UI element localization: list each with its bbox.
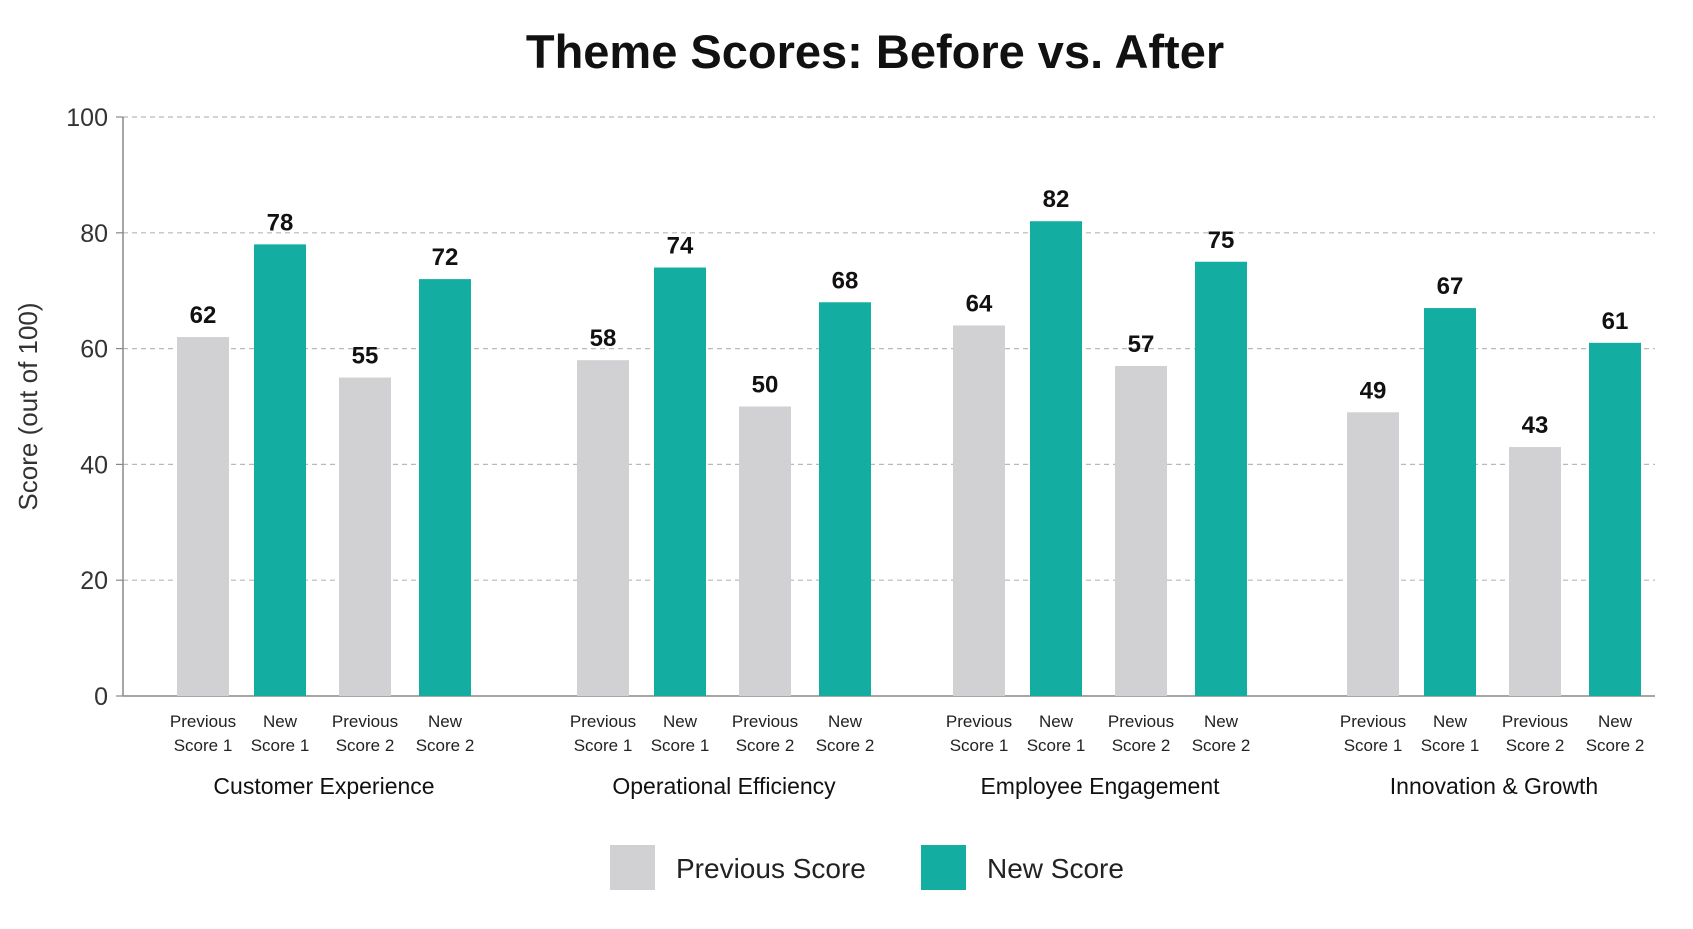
y-axis-title: Score (out of 100) xyxy=(13,302,43,510)
bar-label: Score 2 xyxy=(416,736,475,755)
value-label: 61 xyxy=(1602,308,1629,335)
value-label: 67 xyxy=(1437,273,1464,300)
bar xyxy=(419,279,471,696)
group-label: Operational Efficiency xyxy=(612,773,836,799)
bar-label: New xyxy=(428,712,463,731)
y-tick-label: 80 xyxy=(80,220,108,248)
bar-label: Score 1 xyxy=(251,736,310,755)
bar-label: Score 2 xyxy=(1506,736,1565,755)
legend-swatch xyxy=(921,845,966,890)
bar-label: Score 2 xyxy=(1112,736,1171,755)
bar-label: Score 2 xyxy=(736,736,795,755)
bar-label: Score 1 xyxy=(1421,736,1480,755)
bar-label: Score 1 xyxy=(574,736,633,755)
legend-label: New Score xyxy=(987,853,1124,884)
value-label: 68 xyxy=(832,267,859,294)
y-tick-label: 60 xyxy=(80,336,108,364)
y-tick-label: 20 xyxy=(80,567,108,595)
bar-label: Previous xyxy=(170,712,236,731)
value-label: 72 xyxy=(432,244,459,271)
bar-label: Score 2 xyxy=(1586,736,1645,755)
value-label: 62 xyxy=(190,302,217,329)
bar-label: Previous xyxy=(570,712,636,731)
legend-swatch xyxy=(610,845,655,890)
bar-label: Previous xyxy=(1502,712,1568,731)
value-label: 58 xyxy=(590,325,617,352)
bar xyxy=(1030,221,1082,696)
bar xyxy=(339,377,391,696)
bar-label: Score 2 xyxy=(336,736,395,755)
bar xyxy=(1195,261,1247,696)
bar-label: Score 1 xyxy=(950,736,1009,755)
bar-label: Previous xyxy=(332,712,398,731)
bar xyxy=(1115,365,1167,696)
legend-label: Previous Score xyxy=(676,853,866,884)
bar xyxy=(739,406,791,696)
value-label: 50 xyxy=(752,372,779,399)
value-label: 82 xyxy=(1043,186,1070,213)
chart-title: Theme Scores: Before vs. After xyxy=(525,25,1225,78)
bar-label: Score 1 xyxy=(1344,736,1403,755)
group-label: Customer Experience xyxy=(213,773,434,799)
value-label: 49 xyxy=(1360,377,1387,404)
value-label: 64 xyxy=(966,290,993,317)
value-label: 55 xyxy=(352,343,379,370)
bar xyxy=(254,244,306,696)
bar xyxy=(953,325,1005,696)
bar-label: Previous xyxy=(1340,712,1406,731)
bar xyxy=(577,360,629,696)
bar-label: Score 2 xyxy=(816,736,875,755)
bar xyxy=(1589,342,1641,696)
bar xyxy=(1424,308,1476,696)
y-tick-label: 100 xyxy=(66,104,108,132)
bar-label: Previous xyxy=(1108,712,1174,731)
bar xyxy=(654,267,706,696)
bar-label: New xyxy=(663,712,698,731)
bar-label: Previous xyxy=(732,712,798,731)
bar-label: New xyxy=(1598,712,1633,731)
value-label: 43 xyxy=(1522,412,1549,439)
value-label: 57 xyxy=(1128,331,1155,358)
bar-label: Score 1 xyxy=(651,736,710,755)
bar-label: Score 1 xyxy=(1027,736,1086,755)
value-label: 75 xyxy=(1208,227,1235,254)
bar xyxy=(1509,447,1561,696)
group-label: Innovation & Growth xyxy=(1390,773,1598,799)
bar-label: Score 1 xyxy=(174,736,233,755)
bar xyxy=(819,302,871,696)
bar xyxy=(177,337,229,696)
bar xyxy=(1347,412,1399,696)
bar-label: Score 2 xyxy=(1192,736,1251,755)
y-tick-label: 40 xyxy=(80,451,108,479)
value-label: 78 xyxy=(267,209,294,236)
group-label: Employee Engagement xyxy=(980,773,1220,799)
y-tick-label: 0 xyxy=(94,683,108,711)
bar-label: New xyxy=(263,712,298,731)
bar-label: New xyxy=(1433,712,1468,731)
value-label: 74 xyxy=(667,233,694,260)
bar-label: New xyxy=(1204,712,1239,731)
bar-label: New xyxy=(1039,712,1074,731)
bar-label: Previous xyxy=(946,712,1012,731)
bar-label: New xyxy=(828,712,863,731)
